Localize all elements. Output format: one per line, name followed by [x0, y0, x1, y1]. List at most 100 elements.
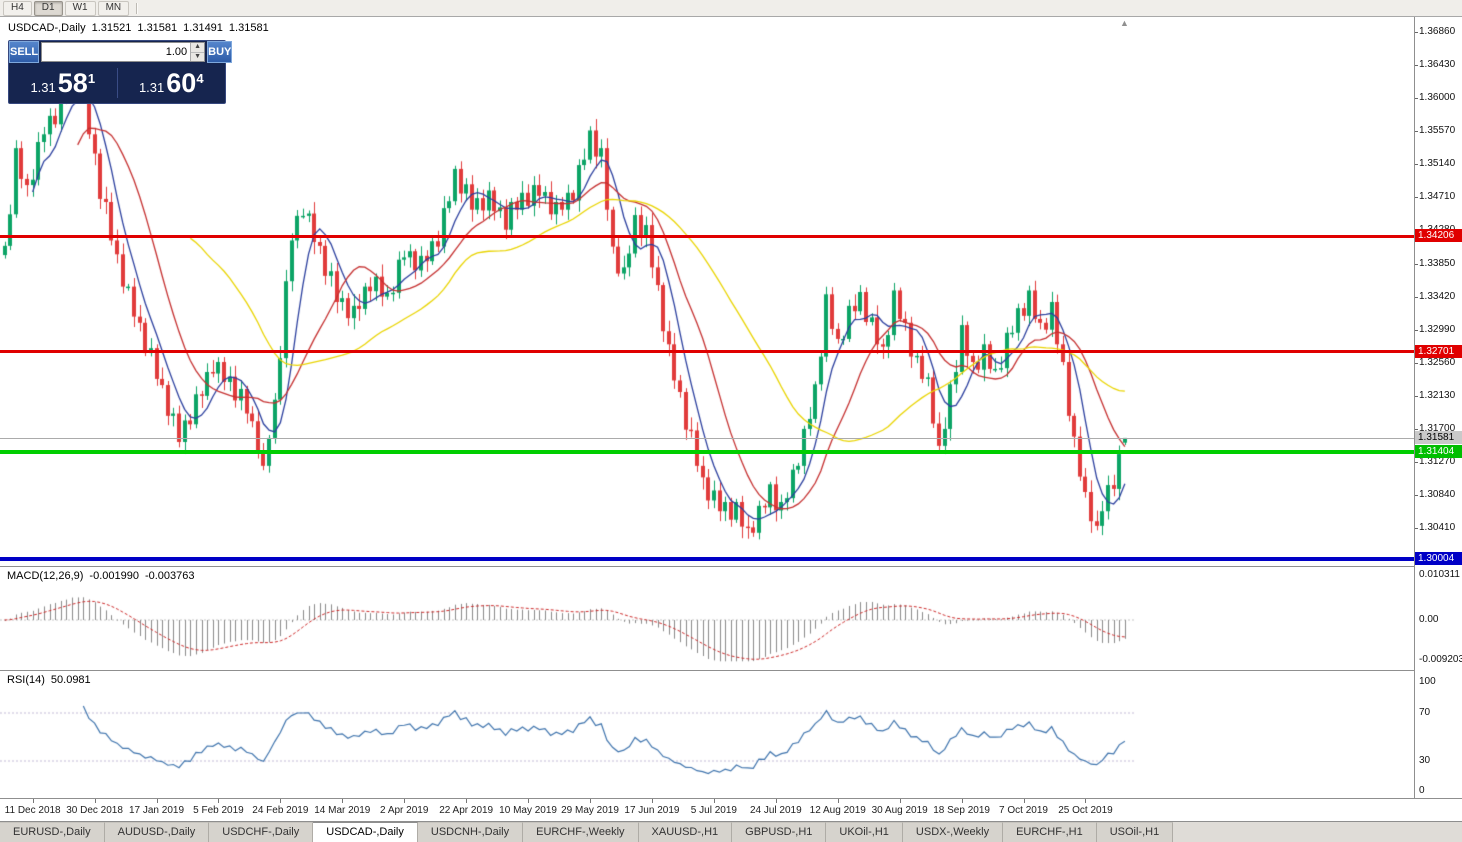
- ohlc-close: 1.31581: [228, 22, 269, 34]
- sell-quote-pipette: 1: [87, 70, 96, 86]
- volume-input[interactable]: [42, 43, 191, 61]
- date-tick: [280, 799, 282, 803]
- date-label: 24 Jul 2019: [749, 805, 802, 816]
- timeframe-button-h4[interactable]: H4: [3, 0, 32, 16]
- horizontal-line-1-31404[interactable]: [0, 449, 1414, 454]
- current-price-line: [0, 438, 1414, 440]
- date-tick: [775, 799, 777, 803]
- price-axis-label: 1.33850: [1419, 257, 1456, 269]
- price-axis-label: 1.33420: [1419, 290, 1456, 302]
- price-axis-tick: [1415, 65, 1418, 67]
- price-axis-label: 1.32560: [1419, 356, 1456, 368]
- sell-quote: 1.31581: [9, 67, 117, 98]
- price-chart-canvas[interactable]: [0, 17, 1414, 798]
- chart-tab-usdcnh-daily[interactable]: USDCNH-,Daily: [417, 822, 524, 842]
- price-axis-label: 1.36430: [1419, 59, 1456, 71]
- price-axis-label: 1.35570: [1419, 125, 1456, 137]
- price-axis-tick: [1415, 32, 1418, 33]
- macd-signal-value: -0.003763: [144, 570, 195, 582]
- date-label: 2 Apr 2019: [380, 805, 429, 816]
- sell-quote-big: 58: [57, 67, 88, 98]
- sell-button[interactable]: SELL: [9, 41, 40, 63]
- price-axis-tick: [1415, 462, 1418, 463]
- date-label: 30 Aug 2019: [871, 805, 928, 816]
- chart-tab-usdx-weekly[interactable]: USDX-,Weekly: [902, 822, 1004, 842]
- date-label: 30 Dec 2018: [66, 805, 123, 816]
- date-label: 22 Apr 2019: [439, 805, 494, 816]
- chart-tab-eurchf-weekly[interactable]: EURCHF-,Weekly: [523, 822, 639, 842]
- date-tick: [1023, 799, 1025, 803]
- date-label: 29 May 2019: [561, 805, 619, 816]
- volume-spinner: ▲ ▼: [190, 43, 205, 61]
- timeframe-button-w1[interactable]: W1: [64, 0, 96, 16]
- date-tick: [342, 799, 344, 803]
- date-tick: [961, 799, 963, 803]
- price-tag-1-30004: 1.30004: [1415, 552, 1462, 566]
- date-label: 5 Jul 2019: [690, 805, 737, 816]
- date-label: 7 Oct 2019: [999, 805, 1048, 816]
- buy-button[interactable]: BUY: [207, 41, 233, 63]
- price-axis-label: 1.30410: [1419, 522, 1456, 534]
- volume-decrease-button[interactable]: ▼: [191, 52, 205, 61]
- volume-increase-button[interactable]: ▲: [191, 43, 205, 53]
- date-label: 17 Jan 2019: [128, 805, 185, 816]
- date-label: 10 May 2019: [499, 805, 557, 816]
- horizontal-line-1-30004[interactable]: [0, 557, 1414, 562]
- pane-separator-macd[interactable]: [0, 566, 1462, 567]
- chart-tab-usoil-h1[interactable]: USOil-,H1: [1096, 822, 1174, 842]
- chart-tab-eurchf-h1[interactable]: EURCHF-,H1: [1003, 822, 1097, 842]
- date-label: 17 Jun 2019: [624, 805, 680, 816]
- quote-display: 1.31581 1.31604: [9, 63, 225, 103]
- chart-tab-xauusd-h1[interactable]: XAUUSD-,H1: [638, 822, 733, 842]
- rsi-axis-label: 70: [1419, 707, 1431, 718]
- price-axis[interactable]: 1.36860 1.36430 1.36000 1.35570 1.35140 1.347…: [1414, 17, 1462, 798]
- date-label: 14 Mar 2019: [314, 805, 371, 816]
- price-axis-label: 1.31270: [1419, 456, 1456, 467]
- chart-tab-usdchf-daily[interactable]: USDCHF-,Daily: [209, 822, 314, 842]
- rsi-axis-label: 30: [1419, 755, 1431, 766]
- rsi-title: RSI(14): [7, 674, 45, 686]
- date-tick: [156, 799, 158, 803]
- date-tick: [651, 799, 653, 803]
- date-tick: [404, 799, 406, 803]
- price-axis-tick: [1415, 528, 1418, 530]
- price-axis-label: 1.36000: [1419, 92, 1456, 104]
- rsi-axis-label: 0: [1419, 785, 1425, 796]
- quote-divider: [116, 68, 118, 98]
- chart-tab-gbpusd-h1[interactable]: GBPUSD-,H1: [732, 822, 827, 842]
- date-label: 25 Oct 2019: [1058, 805, 1113, 816]
- horizontal-line-1-34206[interactable]: [0, 234, 1414, 238]
- chart-tab-usdcad-daily[interactable]: USDCAD-,Daily: [313, 822, 418, 842]
- price-axis-tick: [1415, 296, 1418, 298]
- chart-symbol-label: USDCAD-,Daily: [8, 22, 86, 34]
- date-label: 12 Aug 2019: [809, 805, 866, 816]
- pane-separator-rsi[interactable]: [0, 670, 1462, 671]
- date-tick: [590, 799, 592, 803]
- date-tick: [528, 799, 530, 803]
- date-label: 11 Dec 2018: [4, 805, 61, 816]
- toolbar-separator: [136, 2, 139, 14]
- price-axis-tick: [1415, 329, 1418, 331]
- date-tick: [94, 799, 96, 803]
- price-axis-tick: [1415, 362, 1418, 364]
- date-tick: [466, 799, 468, 803]
- date-label: 18 Sep 2019: [933, 805, 990, 816]
- timeframe-button-mn[interactable]: MN: [97, 0, 130, 16]
- macd-axis-label: 0.00: [1419, 614, 1439, 625]
- chart-tab-bar: EURUSD-,Daily AUDUSD-,Daily USDCHF-,Daily U…: [0, 821, 1462, 842]
- chart-tab-audusd-daily[interactable]: AUDUSD-,Daily: [104, 822, 210, 842]
- horizontal-line-1-32701[interactable]: [0, 350, 1414, 354]
- timeframe-button-d1[interactable]: D1: [33, 0, 63, 16]
- date-tick: [713, 799, 715, 803]
- volume-box: ▲ ▼: [41, 42, 206, 62]
- price-axis-tick: [1415, 98, 1418, 100]
- chart-tab-ukoil-h1[interactable]: UKOil-,H1: [826, 822, 903, 842]
- price-axis-tick: [1415, 263, 1418, 265]
- price-axis-tick: [1415, 164, 1418, 166]
- rsi-axis-label: 100: [1419, 676, 1436, 687]
- time-axis[interactable]: 11 Dec 2018 30 Dec 2018 17 Jan 2019 5 Feb 2…: [0, 798, 1462, 821]
- chart-shift-marker[interactable]: ▲: [1120, 18, 1129, 28]
- date-tick: [837, 799, 839, 803]
- macd-axis-label: -0.009203: [1419, 654, 1462, 665]
- chart-tab-eurusd-daily[interactable]: EURUSD-,Daily: [0, 822, 105, 842]
